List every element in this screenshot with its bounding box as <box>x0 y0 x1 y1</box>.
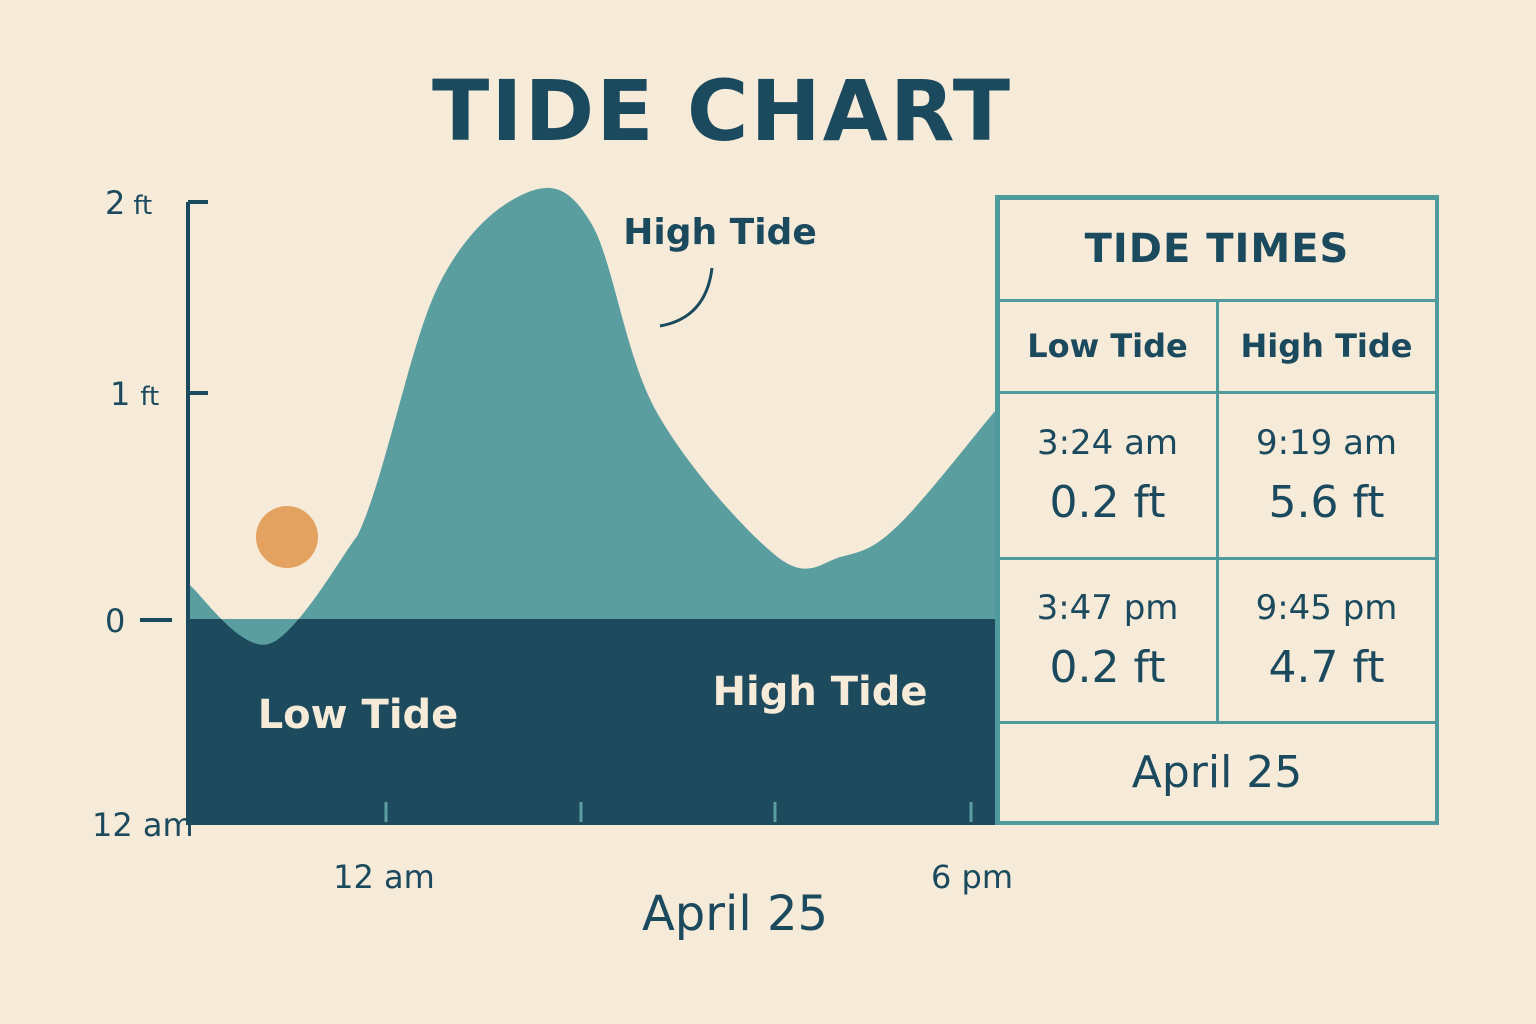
x-label-midnight: 12 am <box>333 858 435 896</box>
tide-times-table: TIDE TIMES Low Tide High Tide 3:24 am 0.… <box>995 195 1439 825</box>
chart-title: TIDE CHART <box>432 62 1012 160</box>
high-tide-cell: 9:19 am 5.6 ft <box>1215 390 1438 560</box>
water-area <box>188 187 995 645</box>
y-label-2-value: 2 <box>105 184 125 222</box>
high-tide-callout: High Tide <box>623 212 816 253</box>
y-label-2: 2 ft <box>105 184 152 222</box>
low-tide-time: 3:24 am <box>1036 422 1179 463</box>
y-label-1-unit: ft <box>140 382 159 412</box>
low-tide-height: 0.2 ft <box>1049 476 1166 528</box>
high-tide-height: 4.7 ft <box>1268 641 1385 693</box>
table-footer-date: April 25 <box>996 720 1438 824</box>
x-date-label: April 25 <box>642 886 828 942</box>
deep-water-band <box>188 619 995 825</box>
high-tide-time: 9:45 pm <box>1255 587 1398 628</box>
y-label-2-unit: ft <box>133 191 152 221</box>
low-tide-height: 0.2 ft <box>1049 641 1166 693</box>
low-tide-dip <box>188 535 358 645</box>
low-tide-label: Low Tide <box>258 692 459 738</box>
high-tide-height: 5.6 ft <box>1268 476 1385 528</box>
callout-leader-line <box>659 267 714 328</box>
high-tide-label: High Tide <box>713 669 928 715</box>
y-label-0: 0 <box>105 602 125 640</box>
x-label-6pm: 6 pm <box>931 858 1013 896</box>
sun-icon <box>256 506 318 568</box>
low-tide-time: 3:47 pm <box>1036 587 1179 628</box>
high-tide-cell: 9:45 pm 4.7 ft <box>1215 556 1438 724</box>
low-tide-cell: 3:24 am 0.2 ft <box>996 390 1219 560</box>
column-header-low: Low Tide <box>996 298 1219 394</box>
y-label-1: 1 ft <box>110 375 159 413</box>
x-label-start: 12 am <box>92 806 194 844</box>
table-header: TIDE TIMES <box>996 196 1438 302</box>
y-label-1-value: 1 <box>110 375 130 413</box>
column-header-high: High Tide <box>1215 298 1438 394</box>
low-tide-cell: 3:47 pm 0.2 ft <box>996 556 1219 724</box>
high-tide-time: 9:19 am <box>1255 422 1398 463</box>
